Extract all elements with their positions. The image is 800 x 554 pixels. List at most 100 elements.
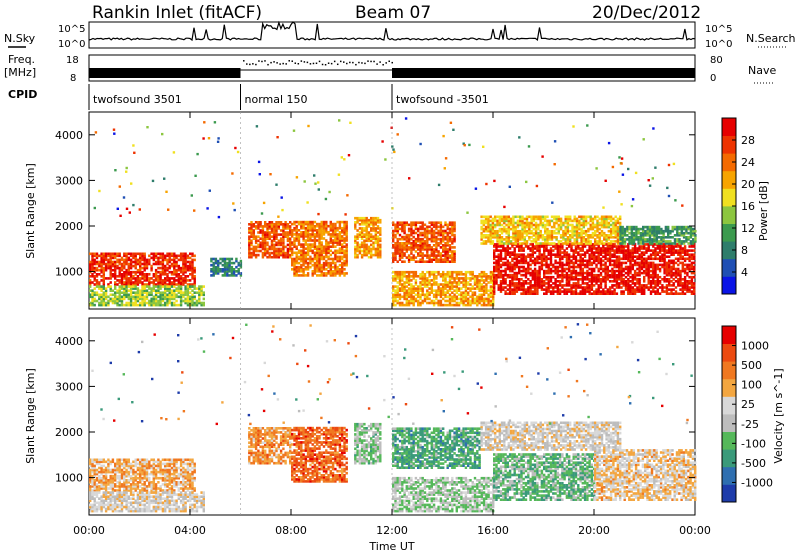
heatmap-cell — [672, 292, 675, 295]
heatmap-cell — [186, 291, 190, 294]
heatmap-cell — [291, 229, 294, 232]
heatmap-cell — [658, 282, 662, 285]
heatmap-cell — [407, 295, 411, 299]
heatmap-cell — [430, 301, 433, 305]
heatmap-cell — [179, 277, 183, 280]
heatmap-cell — [279, 241, 283, 245]
heatmap-cell — [504, 271, 507, 275]
heatmap-cell — [670, 288, 673, 291]
heatmap-cell — [563, 255, 566, 258]
heatmap-cell — [421, 283, 424, 286]
heatmap-cell — [293, 261, 296, 265]
heatmap-cell — [507, 219, 510, 223]
heatmap-cell — [286, 231, 290, 234]
heatmap-cell — [549, 249, 553, 252]
heatmap-cell — [304, 235, 307, 238]
heatmap-cell — [579, 259, 582, 263]
heatmap-cell — [565, 259, 569, 263]
heatmap-cell — [316, 224, 319, 228]
heatmap-cell — [309, 243, 312, 246]
heatmap-cell — [595, 288, 598, 291]
heatmap-cell — [428, 244, 431, 247]
heatmap-cell — [574, 247, 578, 250]
heatmap-cell — [325, 226, 328, 230]
heatmap-cell — [392, 254, 395, 257]
heatmap-cell — [356, 241, 359, 245]
heatmap-cell — [396, 244, 399, 247]
heatmap-cell — [125, 287, 128, 290]
heatmap-cell — [423, 277, 427, 280]
heatmap-cell — [148, 273, 151, 276]
heatmap-cell — [599, 271, 603, 275]
heatmap-cell — [593, 269, 596, 273]
heatmap-cell — [297, 261, 301, 265]
heatmap-cell — [444, 293, 447, 297]
heatmap-cell — [513, 290, 516, 293]
heatmap-cell — [345, 243, 348, 246]
heatmap-cell — [202, 297, 205, 301]
heatmap-cell — [367, 223, 371, 226]
heatmap-cell — [159, 291, 162, 294]
heatmap-cell — [426, 235, 429, 239]
heatmap-cell — [681, 261, 684, 265]
heatmap-cell — [248, 235, 251, 238]
heatmap-cell — [613, 263, 616, 267]
heatmap-cell — [320, 224, 323, 228]
heatmap-cell — [428, 246, 431, 249]
heatmap-cell — [270, 241, 274, 245]
heatmap-cell — [141, 256, 144, 260]
heatmap-cell — [636, 288, 639, 291]
heatmap-cell — [508, 267, 512, 271]
heatmap-cell — [193, 270, 196, 274]
heatmap-cell — [462, 273, 465, 276]
heatmap-cell — [495, 249, 498, 252]
heatmap-cell — [261, 255, 265, 259]
heatmap-cell — [370, 249, 373, 253]
heatmap-cell — [168, 260, 171, 264]
heatmap-cell — [286, 225, 290, 228]
heatmap-cell — [322, 249, 326, 253]
heatmap-cell — [168, 297, 171, 301]
heatmap-cell — [519, 236, 522, 239]
heatmap-cell — [451, 250, 454, 253]
heatmap-cell — [588, 273, 591, 277]
heatmap-cell — [595, 259, 598, 263]
heatmap-cell — [182, 273, 185, 276]
heatmap-cell — [432, 289, 436, 292]
heatmap-cell — [537, 215, 540, 219]
heatmap-cell — [661, 257, 664, 261]
heatmap-cell — [519, 234, 522, 237]
heatmap-cell — [145, 260, 149, 264]
heatmap-cell — [410, 279, 413, 282]
heatmap-cell — [111, 254, 115, 258]
heatmap-cell — [379, 255, 382, 259]
heatmap-cell — [198, 299, 201, 303]
heatmap-cell — [148, 291, 151, 294]
heatmap-cell — [120, 279, 124, 282]
heatmap-cell — [496, 215, 499, 219]
heatmap-cell — [193, 287, 196, 290]
heatmap-cell — [322, 237, 326, 240]
heatmap-cell — [161, 285, 165, 288]
heatmap-cell — [522, 286, 525, 289]
heatmap-cell — [606, 259, 609, 263]
heatmap-cell — [154, 293, 158, 297]
heatmap-cell — [186, 303, 190, 307]
heatmap-cell — [572, 284, 575, 287]
heatmap-cell — [611, 280, 614, 283]
heatmap-cell — [159, 281, 162, 284]
heatmap-cell — [177, 268, 180, 272]
heatmap-cell — [448, 223, 452, 227]
heatmap-cell — [410, 285, 413, 288]
heatmap-cell — [647, 263, 650, 267]
heatmap-cell — [313, 270, 317, 273]
heatmap-cell — [401, 285, 404, 288]
heatmap-cell — [396, 227, 399, 231]
heatmap-cell — [270, 243, 274, 247]
heatmap-cell — [495, 282, 498, 285]
heatmap-cell — [412, 301, 415, 305]
heatmap-cell — [525, 223, 529, 227]
heatmap-cell — [513, 267, 516, 271]
heatmap-cell — [318, 253, 321, 257]
heatmap-cell — [604, 280, 607, 283]
